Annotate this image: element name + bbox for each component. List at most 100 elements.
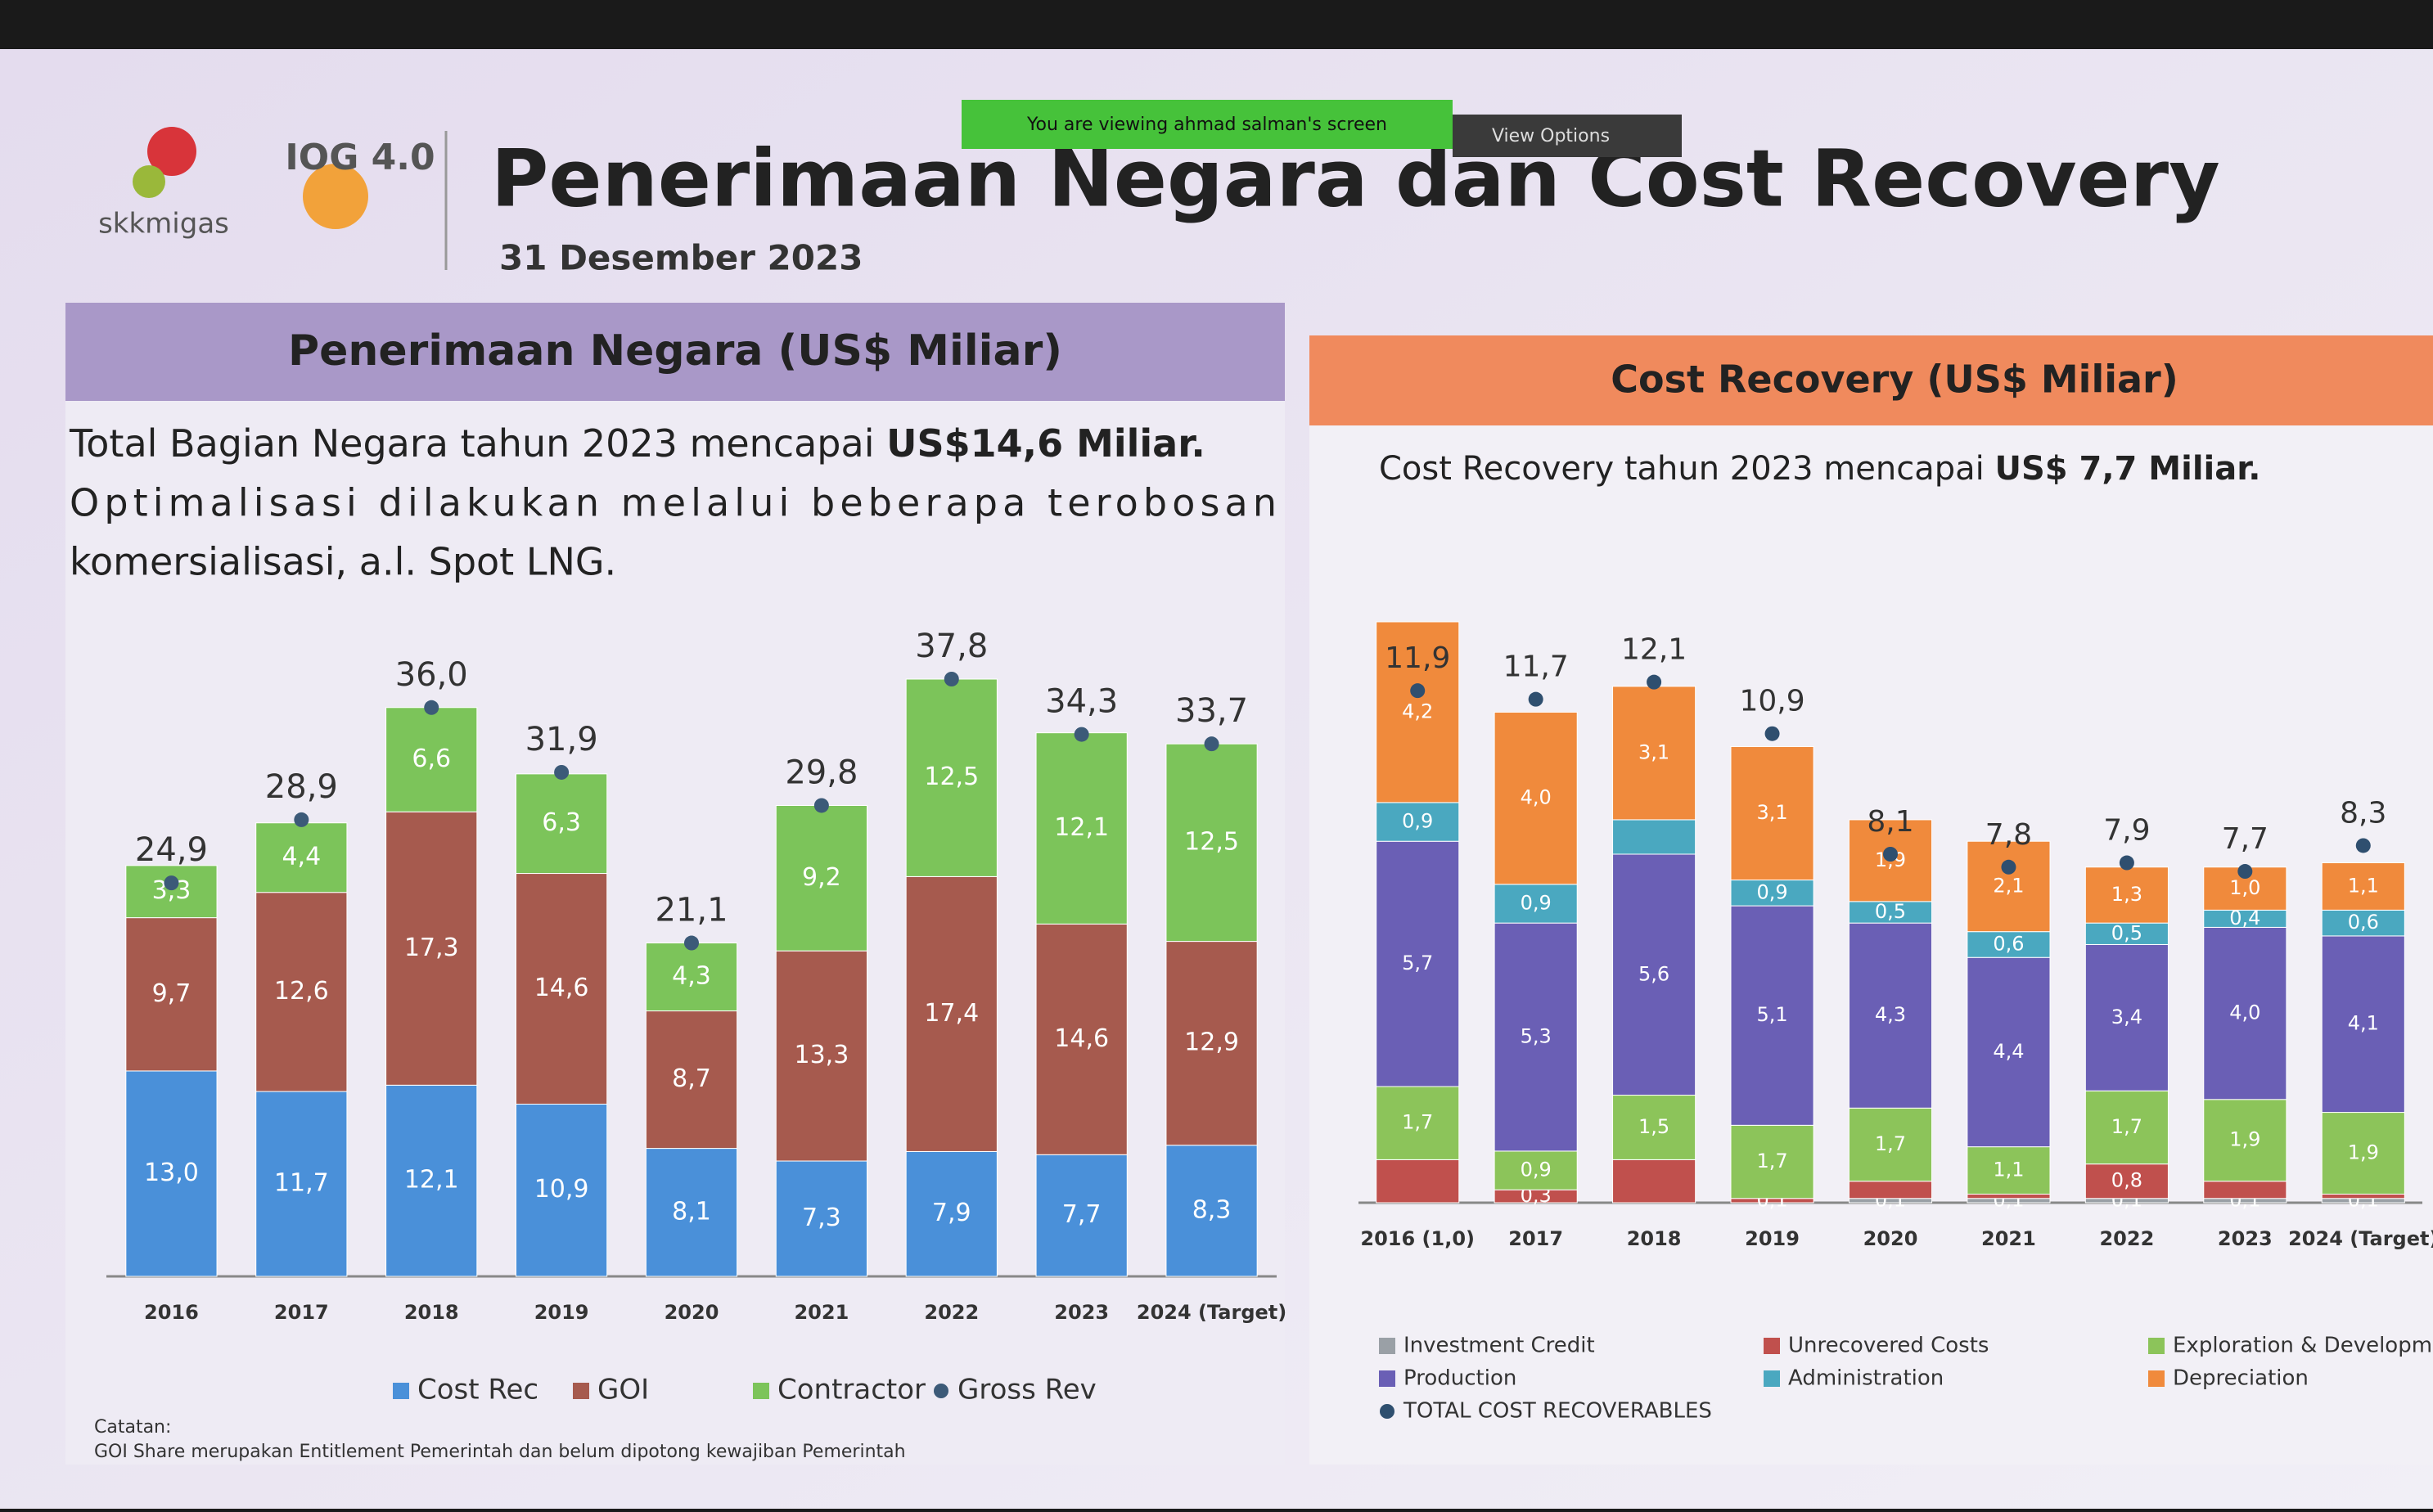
bar-segment xyxy=(1494,711,1578,885)
x-tick-label: 2017 xyxy=(274,1301,329,1324)
bar-segment xyxy=(775,1160,867,1277)
total-marker xyxy=(2119,855,2134,871)
bar-segment xyxy=(1035,732,1128,925)
bar-segment xyxy=(2321,1193,2405,1199)
logo-text: IOG 4.0 xyxy=(285,137,435,178)
bar-segment xyxy=(1494,1150,1578,1190)
value-label: 8,1 xyxy=(672,1197,711,1226)
bar-segment xyxy=(645,1148,738,1277)
value-label: 1,3 xyxy=(2111,883,2142,906)
right-heading-bar xyxy=(1309,335,2433,425)
value-label: 0,6 xyxy=(1993,932,2024,955)
right-summary: Cost Recovery tahun 2023 mencapai US$ 7,… xyxy=(1379,450,2260,488)
bar-segment xyxy=(2084,1163,2169,1199)
legend-swatch xyxy=(2148,1370,2165,1387)
value-label: 1,1 xyxy=(2348,874,2379,897)
legend-label: TOTAL COST RECOVERABLES xyxy=(1403,1399,1712,1424)
logo-text: skkmigas xyxy=(98,208,229,241)
value-label: 5,1 xyxy=(1756,1003,1787,1026)
total-label: 7,7 xyxy=(2222,822,2269,856)
value-label: 7,9 xyxy=(932,1199,971,1227)
bar-segment xyxy=(1035,923,1128,1155)
value-label: 3,4 xyxy=(2111,1006,2142,1028)
legend-swatch xyxy=(1380,1404,1394,1419)
bar-segment xyxy=(1967,840,2051,933)
value-label: 9,2 xyxy=(802,863,841,892)
legend-swatch xyxy=(573,1383,589,1399)
bar-segment xyxy=(1612,1095,1696,1160)
share-bar xyxy=(962,100,1453,149)
bar-segment xyxy=(1730,905,1814,1126)
bar-segment xyxy=(1730,746,1814,881)
bar-segment xyxy=(1848,819,1933,902)
view-options-label[interactable]: View Options xyxy=(1492,126,1610,146)
bar-segment xyxy=(1612,853,1696,1096)
total-marker xyxy=(2237,864,2253,880)
total-marker xyxy=(424,700,439,715)
total-label: 31,9 xyxy=(525,721,598,758)
value-label: 1,9 xyxy=(2229,1128,2260,1151)
value-label: 7,7 xyxy=(1062,1200,1102,1229)
bar-segment xyxy=(125,917,218,1072)
logo-mark xyxy=(303,164,368,229)
value-label: 4,2 xyxy=(1402,700,1433,722)
x-tick-label: 2024 (Target) xyxy=(2288,1227,2433,1250)
bar-segment xyxy=(385,707,478,812)
summary-highlight: US$ 7,7 Miliar. xyxy=(1994,450,2260,488)
bar-segment xyxy=(1376,1086,1460,1160)
bar-segment xyxy=(125,1070,218,1277)
bar-segment xyxy=(1967,1193,2051,1199)
total-marker xyxy=(1528,691,1543,707)
value-label: 0,9 xyxy=(1756,880,1787,903)
x-tick-label: 2019 xyxy=(534,1301,589,1324)
value-label: 4,0 xyxy=(2229,1001,2260,1024)
legend-label: Cost Rec xyxy=(417,1374,538,1406)
value-label: 12,1 xyxy=(404,1166,459,1195)
value-label: 9,7 xyxy=(152,979,191,1008)
value-label: 6,3 xyxy=(542,808,581,837)
right-heading: Cost Recovery (US$ Miliar) xyxy=(1611,358,2178,402)
legend-label: Administration xyxy=(1788,1366,1944,1391)
x-tick-label: 2016 (1,0) xyxy=(1360,1227,1475,1250)
x-tick-label: 2024 (Target) xyxy=(1137,1301,1286,1324)
value-label: 6,6 xyxy=(412,745,451,773)
bar-segment xyxy=(1967,931,2051,958)
value-label: 4,4 xyxy=(282,843,321,871)
total-label: 7,9 xyxy=(2103,814,2150,848)
x-tick-label: 2019 xyxy=(1745,1227,1800,1250)
total-label: 29,8 xyxy=(785,754,858,791)
left-summary-line: komersialisasi, a.l. Spot LNG. xyxy=(70,540,616,584)
total-label: 11,7 xyxy=(1503,650,1569,684)
value-label: 0,9 xyxy=(1521,1159,1552,1181)
value-label: 8,3 xyxy=(1192,1195,1232,1224)
value-label: 1,9 xyxy=(2348,1141,2379,1164)
x-tick-label: 2020 xyxy=(1863,1227,1918,1250)
value-label: 14,6 xyxy=(534,974,589,1002)
total-marker xyxy=(294,812,309,827)
total-label: 34,3 xyxy=(1045,683,1118,721)
bar-segment xyxy=(255,822,348,893)
summary-highlight: US$14,6 Miliar. xyxy=(886,421,1205,466)
bar-segment xyxy=(2084,943,2169,1091)
value-label: 11,7 xyxy=(274,1169,329,1198)
bar-segment xyxy=(1035,1154,1128,1277)
total-marker xyxy=(944,672,959,686)
bar-segment xyxy=(1967,956,2051,1148)
value-label: 13,3 xyxy=(794,1041,849,1069)
view-options[interactable] xyxy=(1453,115,1682,157)
bar-segment xyxy=(1848,922,1933,1109)
legend-swatch xyxy=(393,1383,409,1399)
total-label: 37,8 xyxy=(915,628,988,665)
bar-segment xyxy=(1612,1159,1696,1204)
x-tick-label: 2018 xyxy=(1627,1227,1682,1250)
bar-segment xyxy=(2321,862,2405,911)
date: 31 Desember 2023 xyxy=(499,238,863,278)
value-label: 17,3 xyxy=(404,934,459,962)
logo-mark xyxy=(147,127,196,176)
value-label: 0,5 xyxy=(2111,921,2142,944)
bar-segment xyxy=(775,804,867,952)
value-label: 0,8 xyxy=(2111,1169,2142,1192)
legend-label: Depreciation xyxy=(2173,1366,2309,1391)
total-label: 12,1 xyxy=(1621,633,1687,667)
value-label: 12,6 xyxy=(274,977,329,1006)
